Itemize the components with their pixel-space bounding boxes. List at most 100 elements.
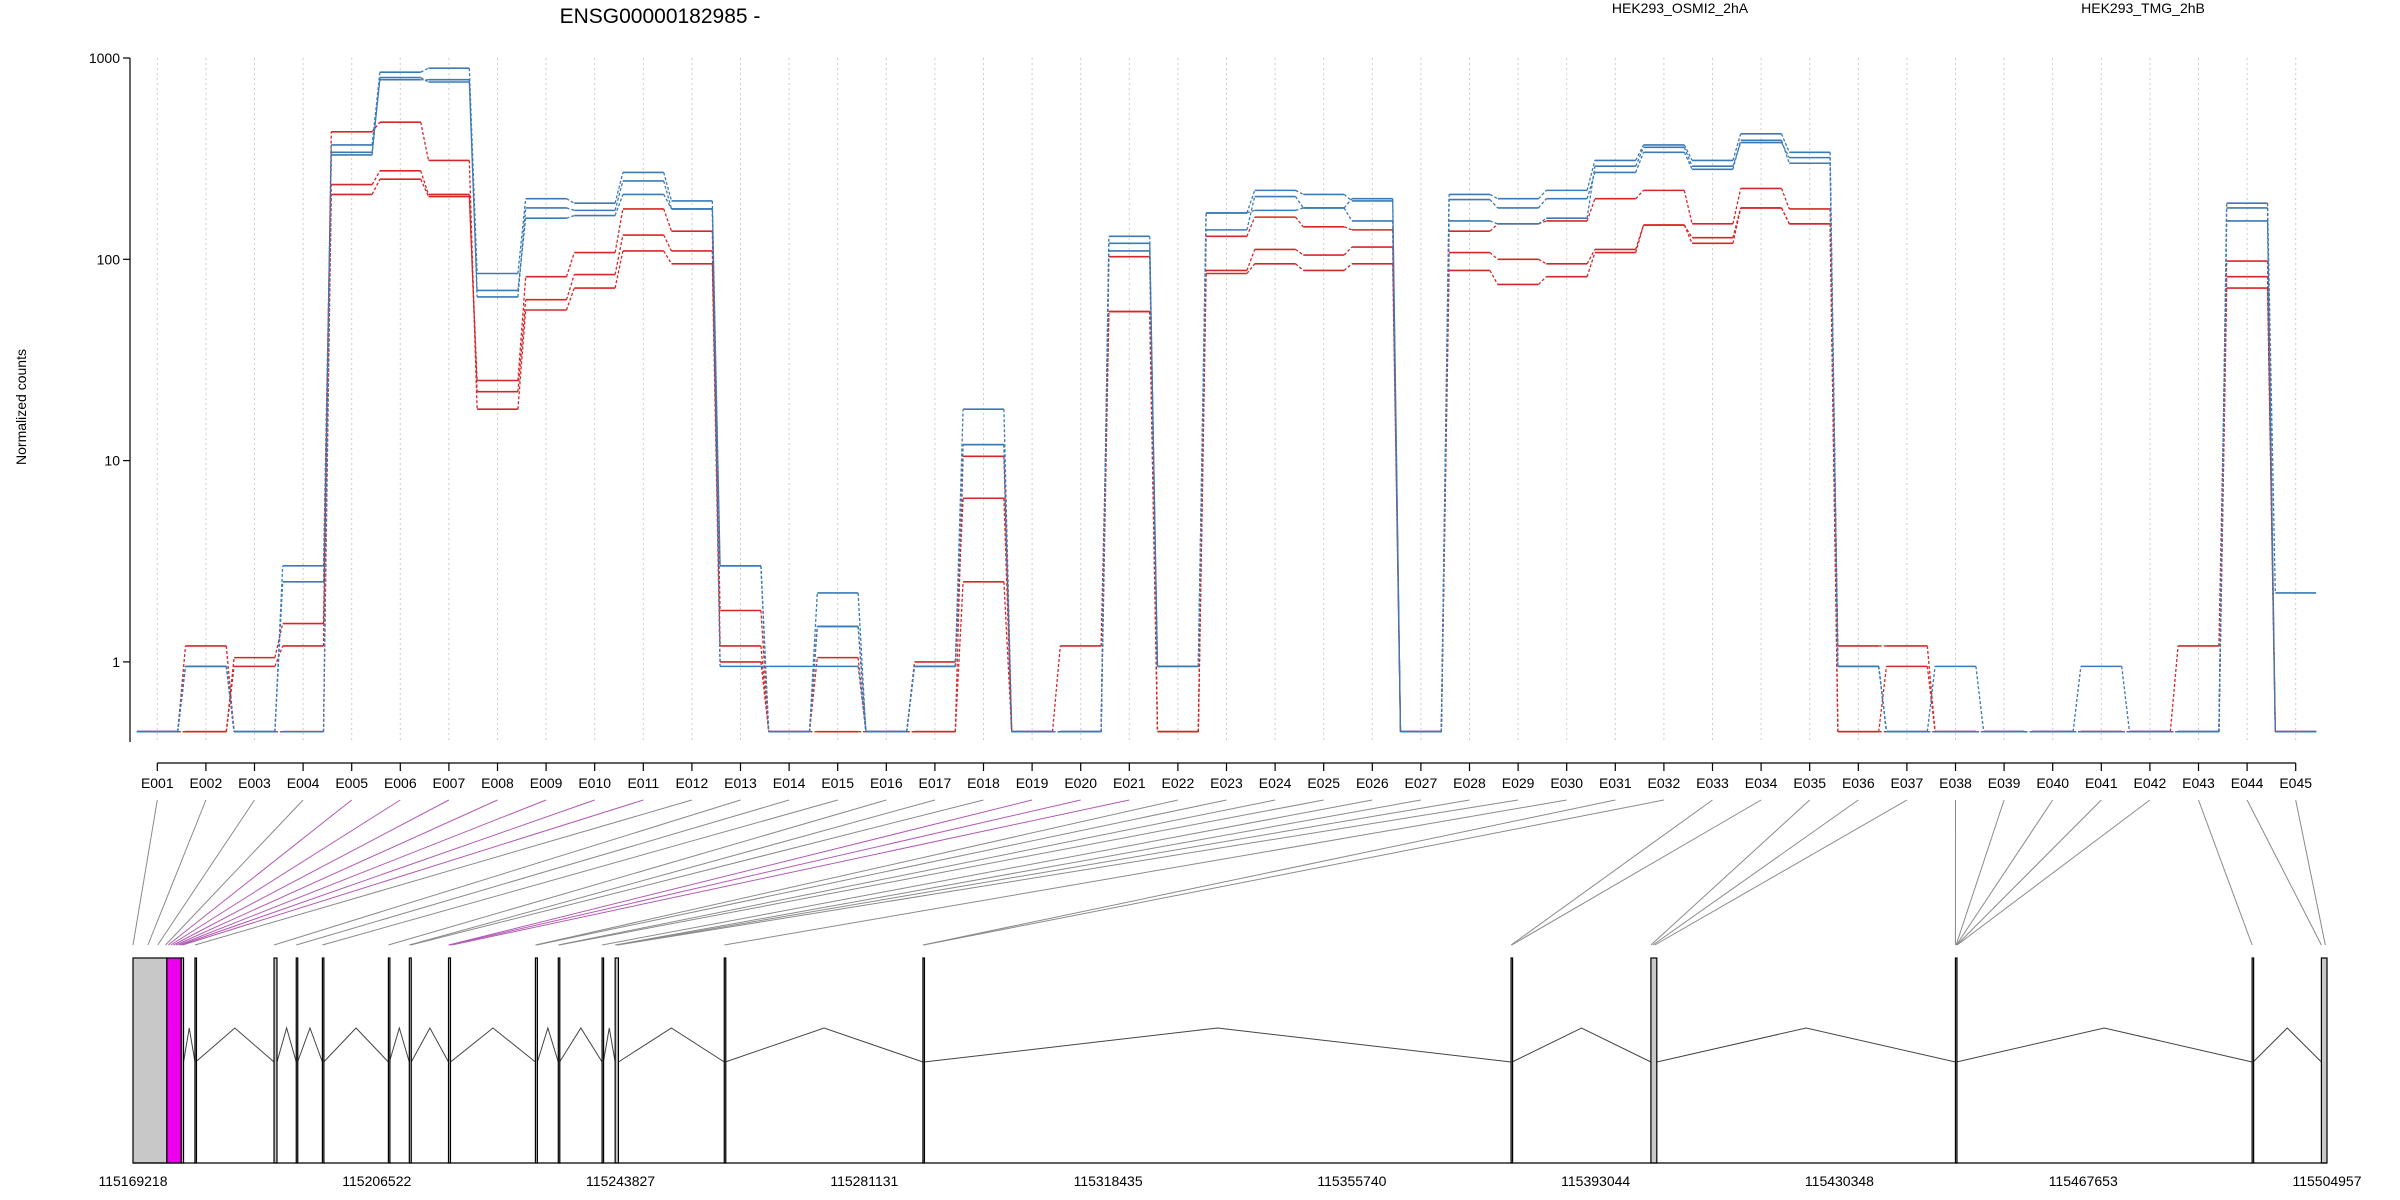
intron-connector	[276, 1026, 297, 1063]
x-tick-label: E029	[1502, 775, 1535, 791]
series-connector	[1489, 252, 1499, 260]
series-connector	[663, 180, 673, 210]
series-connector	[1343, 226, 1353, 231]
series-connector	[1246, 249, 1256, 271]
x-tick-label: E019	[1016, 775, 1049, 791]
genomic-tick-label: 115281131	[830, 1173, 898, 1189]
exon-map-line	[167, 799, 353, 946]
exon-map-line	[923, 799, 1664, 946]
series-connector	[1780, 140, 1790, 164]
exon-box	[387, 957, 391, 1164]
series-connector	[420, 170, 430, 195]
exon-box	[295, 957, 299, 1164]
intron-connector	[450, 1027, 536, 1063]
x-tick-label: E004	[287, 775, 320, 791]
series-connector	[371, 79, 381, 153]
intron-connector	[536, 1026, 559, 1063]
series-connector	[1732, 207, 1742, 244]
exon-box	[922, 957, 926, 1164]
x-tick-label: E024	[1259, 775, 1292, 791]
exon-box	[1954, 957, 1958, 1164]
series-connector	[1197, 273, 1207, 732]
x-tick-label: E015	[821, 775, 854, 791]
series-connector	[1343, 246, 1353, 256]
series-connector	[1246, 209, 1255, 214]
series-connector	[1635, 152, 1645, 173]
series-connector	[225, 666, 235, 732]
x-tick-label: E023	[1210, 775, 1243, 791]
series-connector	[371, 121, 381, 133]
intron-connector	[323, 1027, 389, 1063]
x-tick-label: E002	[190, 775, 223, 791]
series-connector	[1829, 157, 1839, 667]
exon-map-line	[273, 799, 741, 946]
exon-map-line	[451, 799, 1130, 946]
series-connector	[663, 194, 673, 210]
exon-map-line	[296, 799, 790, 946]
x-tick-label: E007	[433, 775, 466, 791]
exon-map-line	[449, 799, 1081, 946]
series-connector	[1635, 147, 1645, 167]
exon-map-line	[182, 799, 644, 946]
series-connector	[906, 666, 916, 732]
exon-map-line	[617, 799, 1519, 946]
series-connector	[1295, 207, 1304, 211]
y-tick-label: 100	[97, 251, 121, 267]
series-connector	[1683, 147, 1693, 167]
series-connector	[1246, 216, 1256, 237]
series-connector	[565, 287, 575, 311]
legend-entry-tmg: HEK293_TMG_2hB	[2081, 0, 2205, 16]
exon-map-line	[536, 799, 1227, 946]
y-tick-label: 10	[104, 453, 120, 469]
x-tick-label: E036	[1842, 775, 1875, 791]
series-connector	[1829, 223, 1839, 732]
intron-connector	[559, 1027, 603, 1063]
series-connector	[1683, 144, 1693, 161]
series-connector	[1538, 258, 1547, 265]
exon-map-line	[535, 799, 1179, 946]
intron-connector	[388, 1026, 410, 1063]
x-tick-label: E037	[1891, 775, 1924, 791]
intron-connector	[2252, 1027, 2322, 1063]
gene-model	[132, 957, 2328, 1164]
series-connector	[1489, 220, 1498, 225]
exon-box	[2251, 957, 2255, 1164]
x-tick-label: E045	[2279, 775, 2312, 791]
series-connector	[1732, 188, 1742, 224]
x-tick-label: E011	[627, 775, 659, 791]
exon-map-line	[724, 799, 1567, 946]
intron-connector	[410, 1026, 449, 1063]
series-connector	[1392, 198, 1402, 732]
exon-map-line	[1511, 799, 1762, 946]
x-tick-label: E043	[2182, 775, 2215, 791]
series-connector	[1489, 223, 1499, 232]
x-tick-label: E010	[578, 775, 611, 791]
x-tick-label: E013	[724, 775, 757, 791]
exon-map-line	[2295, 799, 2326, 946]
exon-map-line	[157, 799, 255, 946]
x-tick-label: E041	[2085, 775, 2118, 791]
exon-map-line	[170, 799, 401, 946]
series-connector	[808, 626, 818, 732]
intron-connector	[602, 1027, 616, 1063]
exon-box	[2320, 957, 2328, 1164]
series-connector	[177, 666, 187, 732]
genomic-axis: 115169218 115206522 115243827 115281131 1153…	[98, 1162, 2362, 1189]
series-connector	[1683, 190, 1693, 224]
genomic-tick-label: 115243827	[586, 1173, 655, 1189]
series-connector	[663, 234, 673, 252]
exon-map-line	[194, 799, 693, 946]
series-connector	[1489, 199, 1499, 209]
genomic-tick-label: 115318435	[1074, 1173, 1143, 1189]
exon-map-line	[1956, 799, 2102, 946]
series-connector	[274, 565, 284, 732]
exon-map-line	[1956, 799, 2151, 946]
legend-entry-osmi2: HEK293_OSMI2_2hA	[1612, 0, 1749, 16]
exon-map-line	[410, 799, 984, 946]
series-connector	[566, 214, 575, 219]
series-connector	[711, 208, 721, 566]
series-connector	[1343, 207, 1353, 222]
exon-box	[180, 957, 185, 1164]
intron-connector	[1956, 1027, 2253, 1063]
x-tick-label: E031	[1599, 775, 1632, 791]
